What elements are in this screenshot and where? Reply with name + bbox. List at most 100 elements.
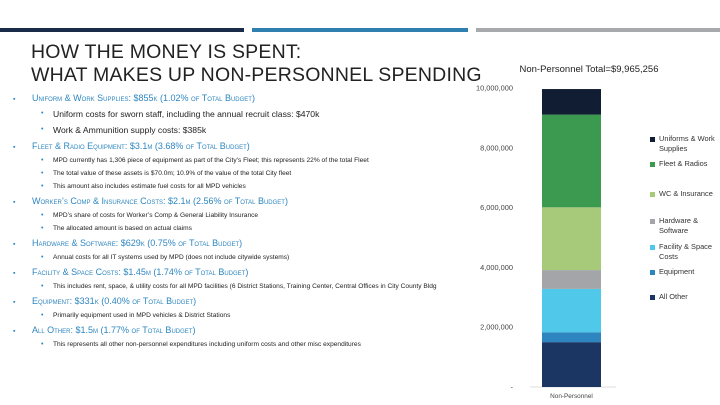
legend-item: Facility & Space Costs xyxy=(650,242,720,262)
sub-bullet-text: The allocated amount is based on actual … xyxy=(53,225,192,232)
chart-title: Non-Personnel Total=$9,965,256 xyxy=(519,64,659,75)
accent-bar-right xyxy=(476,28,720,32)
bullet-list: ▪ Uniform & Work Supplies: $855k (1.02% o… xyxy=(12,92,462,353)
y-tick-label: 4,000,000 xyxy=(480,263,513,272)
square-bullet-icon: ▪ xyxy=(13,144,16,151)
accent-bar-left xyxy=(0,28,244,32)
legend-item: Fleet & Radios xyxy=(650,159,720,169)
bullet-group: ▪ Equipment: $331k (0.40% of Total Budget… xyxy=(12,295,462,320)
sub-bullet-text: Uniform costs for sworn staff, including… xyxy=(53,109,320,119)
square-bullet-icon: ▪ xyxy=(13,299,16,306)
bullet-heading: ▪ Uniform & Work Supplies: $855k (1.02% o… xyxy=(12,92,462,104)
bar-segment xyxy=(542,114,601,208)
bullet-heading-text: Facility & Space Costs: $1.45m (1.74% of… xyxy=(32,267,249,277)
bullet-group: ▪ Facility & Space Costs: $1.45m (1.74% o… xyxy=(12,266,462,291)
bullet-heading-text: All Other: $1.5m (1.77% of Total Budget) xyxy=(32,325,196,335)
square-bullet-icon: ▪ xyxy=(13,199,16,206)
dot-bullet-icon: • xyxy=(41,126,44,133)
dot-bullet-icon: • xyxy=(41,170,44,177)
legend-item: Hardware & Software xyxy=(650,216,720,236)
stacked-bar-chart: - 2,000,000 4,000,000 6,000,000 8,000,000 10,… xyxy=(476,84,616,398)
sub-bullet: • Work & Ammunition supply costs: $385k xyxy=(12,124,462,136)
y-tick-label: - xyxy=(511,383,514,392)
sub-bullet-text: This represents all other non-personnel … xyxy=(53,341,361,348)
sub-bullet: • Primarily equipment used in MPD vehicle… xyxy=(12,311,462,320)
bar-segment xyxy=(542,89,601,115)
legend-swatch xyxy=(650,245,655,250)
bullet-group: ▪ All Other: $1.5m (1.77% of Total Budget… xyxy=(12,324,462,349)
legend-label: All Other xyxy=(659,292,688,301)
slide-title-line1: How the Money is Spent: xyxy=(31,41,302,63)
dot-bullet-icon: • xyxy=(41,341,44,348)
bullet-heading: ▪ Hardware & Software: $629k (0.75% of To… xyxy=(12,237,462,249)
bullet-heading-text: Fleet & Radio Equipment: $3.1m (3.68% of… xyxy=(32,141,250,151)
legend-label: Hardware & Software xyxy=(659,216,699,235)
bar-segment xyxy=(542,207,601,271)
sub-bullet-text: The total value of these assets is $70.0… xyxy=(53,170,292,177)
bullet-heading-text: Worker’s Comp & Insurance Costs: $2.1m (… xyxy=(32,196,288,206)
legend-item: All Other xyxy=(650,292,720,302)
sub-bullet-text: MPD currently has 1,306 piece of equipme… xyxy=(53,157,369,164)
legend-label: Equipment xyxy=(659,267,695,276)
bullet-heading: ▪ Equipment: $331k (0.40% of Total Budget… xyxy=(12,295,462,307)
legend-swatch xyxy=(650,162,655,167)
dot-bullet-icon: • xyxy=(41,283,44,290)
legend-label: WC & Insurance xyxy=(659,189,713,198)
legend-swatch xyxy=(650,295,655,300)
sub-bullet-text: This amount also includes estimate fuel … xyxy=(53,183,246,190)
sub-bullet: • This includes rent, space, & utility co… xyxy=(12,282,462,291)
sub-bullet-text: Primarily equipment used in MPD vehicles… xyxy=(53,312,231,319)
square-bullet-icon: ▪ xyxy=(13,96,16,103)
sub-bullet: • The allocated amount is based on actual… xyxy=(12,224,462,233)
legend-swatch xyxy=(650,137,655,142)
bar-segment xyxy=(542,342,601,387)
square-bullet-icon: ▪ xyxy=(13,328,16,335)
legend-item: Equipment xyxy=(650,267,720,277)
sub-bullet-text: This includes rent, space, & utility cos… xyxy=(53,283,437,290)
sub-bullet: • This represents all other non-personnel… xyxy=(12,340,462,349)
bullet-heading: ▪ Facility & Space Costs: $1.45m (1.74% o… xyxy=(12,266,462,278)
legend-label: Facility & Space Costs xyxy=(659,242,712,261)
bullet-heading: ▪ All Other: $1.5m (1.77% of Total Budget… xyxy=(12,324,462,336)
y-tick-label: 8,000,000 xyxy=(480,143,513,152)
slide-title: How the Money is Spent: What makes up No… xyxy=(31,41,482,87)
sub-bullet: • MPD currently has 1,306 piece of equipm… xyxy=(12,156,462,165)
sub-bullet-text: Annual costs for all IT systems used by … xyxy=(53,254,290,261)
sub-bullet-text: Work & Ammunition supply costs: $385k xyxy=(53,125,207,135)
bullet-heading: ▪ Fleet & Radio Equipment: $3.1m (3.68% o… xyxy=(12,140,462,152)
bullet-group: ▪ Uniform & Work Supplies: $855k (1.02% o… xyxy=(12,92,462,136)
dot-bullet-icon: • xyxy=(41,183,44,190)
bullet-heading: ▪ Worker’s Comp & Insurance Costs: $2.1m … xyxy=(12,195,462,207)
legend-label: Uniforms & Work Supplies xyxy=(659,134,715,153)
sub-bullet: • The total value of these assets is $70.… xyxy=(12,169,462,178)
y-tick-label: 10,000,000 xyxy=(476,84,513,93)
sub-bullet: • Uniform costs for sworn staff, includin… xyxy=(12,108,462,120)
bullet-heading-text: Hardware & Software: $629k (0.75% of Tot… xyxy=(32,238,243,248)
y-tick-label: 6,000,000 xyxy=(480,203,513,212)
sub-bullet: • MPD’s share of costs for Worker’s Comp … xyxy=(12,211,462,220)
bullet-group: ▪ Fleet & Radio Equipment: $3.1m (3.68% o… xyxy=(12,140,462,191)
bullet-group: ▪ Worker’s Comp & Insurance Costs: $2.1m … xyxy=(12,195,462,233)
dot-bullet-icon: • xyxy=(41,157,44,164)
bullet-group: ▪ Hardware & Software: $629k (0.75% of To… xyxy=(12,237,462,262)
legend-swatch xyxy=(650,270,655,275)
sub-bullet: • This amount also includes estimate fuel… xyxy=(12,182,462,191)
bullet-heading-text: Uniform & Work Supplies: $855k (1.02% of… xyxy=(32,93,255,103)
dot-bullet-icon: • xyxy=(41,225,44,232)
legend-item: Uniforms & Work Supplies xyxy=(650,134,720,154)
dot-bullet-icon: • xyxy=(41,312,44,319)
legend-swatch xyxy=(650,192,655,197)
legend-label: Fleet & Radios xyxy=(659,159,708,168)
square-bullet-icon: ▪ xyxy=(13,270,16,277)
bar-segment xyxy=(542,332,601,343)
bar-segment xyxy=(542,288,601,333)
legend-swatch xyxy=(650,219,655,224)
sub-bullet: • Annual costs for all IT systems used by… xyxy=(12,253,462,262)
y-tick-label: 2,000,000 xyxy=(480,323,513,332)
dot-bullet-icon: • xyxy=(41,110,44,117)
slide-title-line2: What makes up Non-Personnel Spending xyxy=(31,64,482,86)
square-bullet-icon: ▪ xyxy=(13,241,16,248)
dot-bullet-icon: • xyxy=(41,254,44,261)
dot-bullet-icon: • xyxy=(41,212,44,219)
bar-segment xyxy=(542,270,601,289)
